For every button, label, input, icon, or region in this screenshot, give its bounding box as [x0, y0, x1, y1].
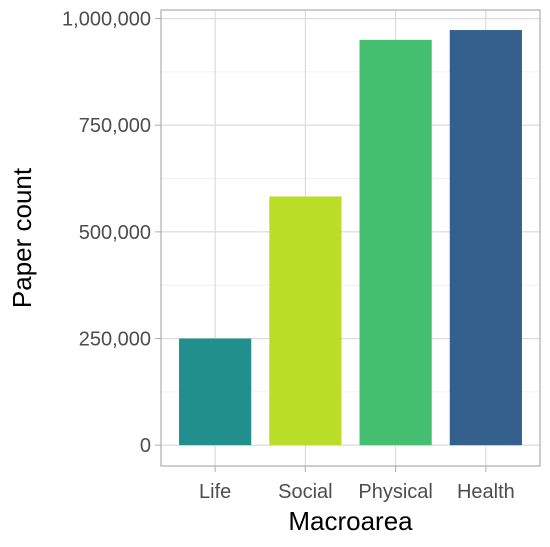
x-tick-label: Life: [199, 481, 231, 503]
y-tick-label: 500,000: [79, 222, 151, 244]
x-tick-label: Physical: [358, 481, 432, 503]
bar-health: [449, 30, 522, 446]
y-tick-label: 250,000: [79, 329, 151, 351]
x-tick-label: Health: [457, 481, 515, 503]
tick-layer: 0 250,000 500,000 750,000 1,000,000 Life Socia…: [62, 9, 515, 503]
y-tick-label: 0: [140, 435, 151, 457]
y-tick-label: 1,000,000: [62, 9, 151, 31]
y-axis-title: Paper count: [7, 167, 37, 308]
x-tick-label: Social: [278, 481, 332, 503]
bar-layer: [179, 30, 522, 446]
y-tick-label: 750,000: [79, 115, 151, 137]
bar-life: [179, 338, 252, 446]
bar-social: [269, 196, 342, 446]
panel-border: [160, 9, 541, 467]
x-axis-title: Macroarea: [288, 506, 413, 536]
bar-physical: [359, 39, 432, 446]
